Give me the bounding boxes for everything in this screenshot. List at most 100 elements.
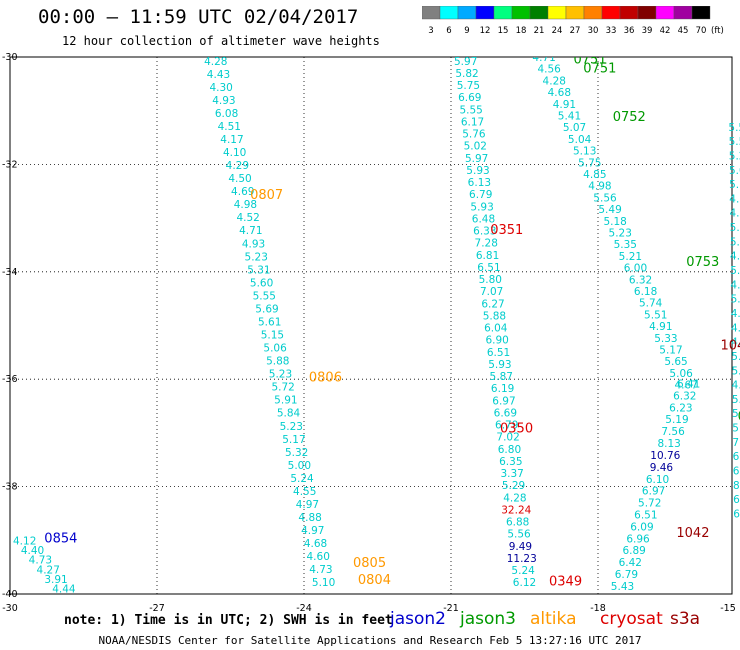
wave-height-value: 3.37	[500, 468, 523, 480]
pass-time-label: 0804	[358, 573, 391, 588]
wave-height-value: 5.76	[462, 129, 486, 141]
pass-time-label: 0349	[549, 575, 582, 590]
wave-height-value: 6.79	[495, 420, 518, 432]
wave-height-value: 5.98	[731, 351, 740, 363]
wave-height-value: 5.00	[729, 165, 740, 177]
wave-height-value: 4.73	[309, 564, 332, 576]
color-legend: 3 6 9 12 15 18 21 24 27 30 33 36 39 42 45 70 (ft)	[422, 6, 724, 36]
wave-height-value: 7.02	[496, 432, 519, 444]
pass-time-label: 0752	[613, 110, 646, 125]
wave-height-value: 6.61	[733, 494, 740, 506]
wave-height-value: 5.33	[654, 333, 677, 345]
wave-height-value: 8.13	[657, 438, 680, 450]
satellite-name: altika	[530, 609, 577, 629]
satellite-name: s3a	[670, 609, 701, 629]
wave-height-value: 6.18	[634, 286, 657, 298]
wave-height-value: 4.17	[220, 134, 243, 146]
wave-height-value: 5.56	[507, 529, 531, 541]
x-tick-label: -24	[296, 603, 312, 614]
wave-height-value: 5.61	[258, 316, 281, 328]
wave-height-value: 4.93	[212, 95, 235, 107]
wave-height-value: 6.09	[630, 521, 653, 533]
wave-height-value: 6.97	[492, 395, 515, 407]
y-tick-label: -30	[2, 52, 18, 63]
wave-height-value: 6.81	[476, 250, 499, 262]
wave-height-value: 4.97	[296, 499, 319, 511]
wave-height-value: 5.84	[277, 408, 301, 420]
wave-height-value: 5.75	[457, 80, 480, 92]
wave-height-value: 4.44	[52, 584, 76, 596]
y-tick-label: -38	[2, 482, 18, 493]
wave-height-value: 5.41	[558, 110, 581, 122]
x-tick-label: -15	[720, 603, 736, 614]
wave-height-value: 4.28	[543, 75, 566, 87]
wave-height-value: 5.23	[245, 251, 268, 263]
legend-label: 45	[678, 26, 689, 36]
wave-height-value: 4.60	[307, 551, 330, 563]
wave-height-value: 5.93	[466, 165, 489, 177]
wave-height-value: 4.98	[234, 199, 257, 211]
wave-height-value: 7.28	[475, 238, 498, 250]
y-tick-label: -34	[2, 267, 18, 278]
wave-height-value: 4.52	[236, 212, 259, 224]
legend-swatch	[691, 6, 711, 20]
page-title: 00:00 – 11:59 UTC 02/04/2017	[38, 6, 359, 28]
wave-height-value: 5.21	[619, 251, 642, 263]
wave-height-value: 6.80	[498, 444, 521, 456]
legend-label: 70	[696, 26, 707, 36]
wave-height-value: 5.72	[638, 498, 661, 510]
wave-height-value: 3.91	[44, 574, 67, 586]
wave-height-value: 6.35	[499, 456, 522, 468]
wave-height-value: 5.97	[454, 56, 477, 68]
wave-height-value: 5.56	[593, 192, 617, 204]
wave-height-value: 5.64	[730, 222, 740, 234]
pass-time-label: 0351	[490, 223, 523, 238]
x-tick-label: -30	[2, 603, 18, 614]
wave-height-value: 5.51	[644, 309, 667, 321]
wave-height-value: 5.17	[282, 434, 305, 446]
wave-height-value: 5.91	[274, 395, 297, 407]
y-tick-label: -36	[2, 374, 18, 385]
pass-time-label: 0807	[250, 188, 283, 203]
pass-time-label: 1041	[721, 338, 740, 353]
wave-height-value: 5.56	[729, 136, 740, 148]
wave-height-value: 10.76	[650, 450, 680, 462]
wave-height-value: 6.79	[615, 569, 638, 581]
wave-height-value: 5.04	[568, 134, 592, 146]
legend-label: 3	[428, 26, 433, 36]
wave-height-value: 4.87	[731, 322, 740, 334]
wave-height-value: 9.49	[509, 541, 532, 553]
wave-height-value: 4.12	[13, 535, 36, 547]
wave-height-value: 5.23	[269, 369, 292, 381]
footer-credit: NOAA/NESDIS Center for Satellite Applica…	[98, 634, 642, 647]
wave-height-value: 5.35	[614, 239, 637, 251]
wave-height-value: 6.13	[468, 177, 491, 189]
wave-height-value: 5.02	[464, 141, 487, 153]
wave-height-value: 5.10	[312, 577, 335, 589]
legend-label: 24	[552, 26, 563, 36]
wave-height-value: 6.88	[506, 517, 529, 529]
legend-label: 42	[660, 26, 671, 36]
wave-height-value: 6.08	[215, 108, 238, 120]
wave-height-value: 4.43	[207, 69, 230, 81]
wave-height-value: 4.50	[228, 173, 251, 185]
satellite-name: cryosat	[600, 609, 663, 629]
wave-height-value: 4.73	[29, 555, 52, 567]
wave-height-value: 4.28	[204, 56, 227, 68]
wave-height-value: 7.56	[661, 426, 685, 438]
wave-height-value: 6.51	[634, 509, 657, 521]
wave-height-value: 5.13	[573, 146, 596, 158]
wave-height-value: 6.27	[481, 298, 504, 310]
wave-height-value: 4.28	[503, 492, 526, 504]
wave-height-value: 4.86	[729, 208, 740, 220]
wave-height-value: 4.69	[231, 186, 254, 198]
wave-height-value: 5.45	[732, 394, 740, 406]
wave-height-value: 5.17	[659, 344, 682, 356]
wave-height-value: 5.72	[732, 408, 740, 420]
wave-height-value: 7.07	[480, 286, 503, 298]
wave-height-value: 4.93	[242, 238, 265, 250]
pass-time-label: 1042	[676, 526, 709, 541]
wave-height-value: 5.23	[280, 421, 303, 433]
map-frame	[9, 56, 733, 595]
